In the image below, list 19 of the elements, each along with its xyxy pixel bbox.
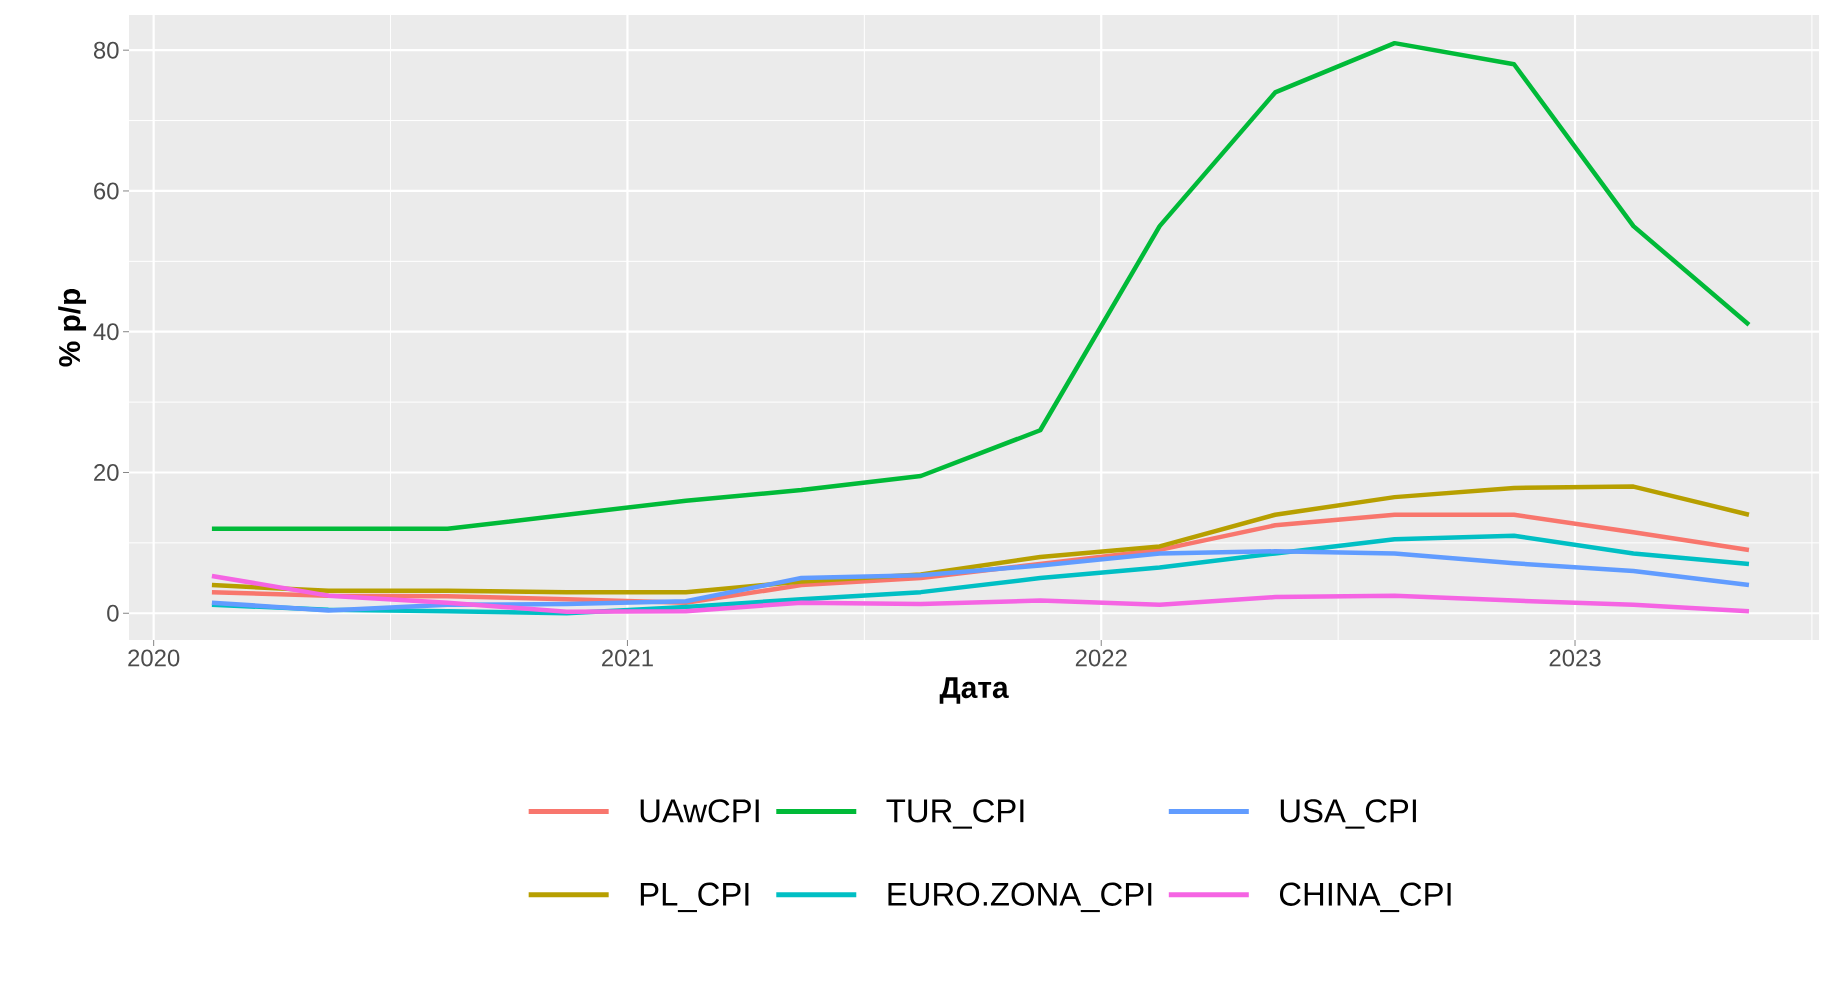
legend-label: UAwCPI: [640, 799, 759, 823]
line-series: [209, 549, 1752, 613]
line-series: [209, 573, 1752, 615]
legend-label: USA_CPI: [1280, 799, 1416, 829]
y-tick-label: 40: [93, 323, 119, 341]
x-tick-label: 2022: [1075, 649, 1127, 667]
legend-label: CHINA_CPI: [1279, 882, 1451, 913]
x-axis-title: Дата: [939, 677, 1009, 704]
y-axis-title: % р/р: [58, 288, 87, 367]
legend-label: PL_CPI: [640, 882, 749, 913]
legend-label: EURO.ZONA_CPI: [888, 882, 1152, 913]
x-tick-label: 2023: [1549, 649, 1601, 667]
x-tick-label: 2020: [128, 649, 180, 667]
y-tick-label: 20: [94, 464, 119, 481]
legend-label: TUR_CPI: [886, 799, 1024, 829]
y-tick-label: 60: [94, 182, 119, 200]
y-tick-label: 80: [93, 41, 119, 59]
y-tick-label: 0: [107, 604, 119, 622]
x-tick-label: 2021: [602, 649, 653, 667]
